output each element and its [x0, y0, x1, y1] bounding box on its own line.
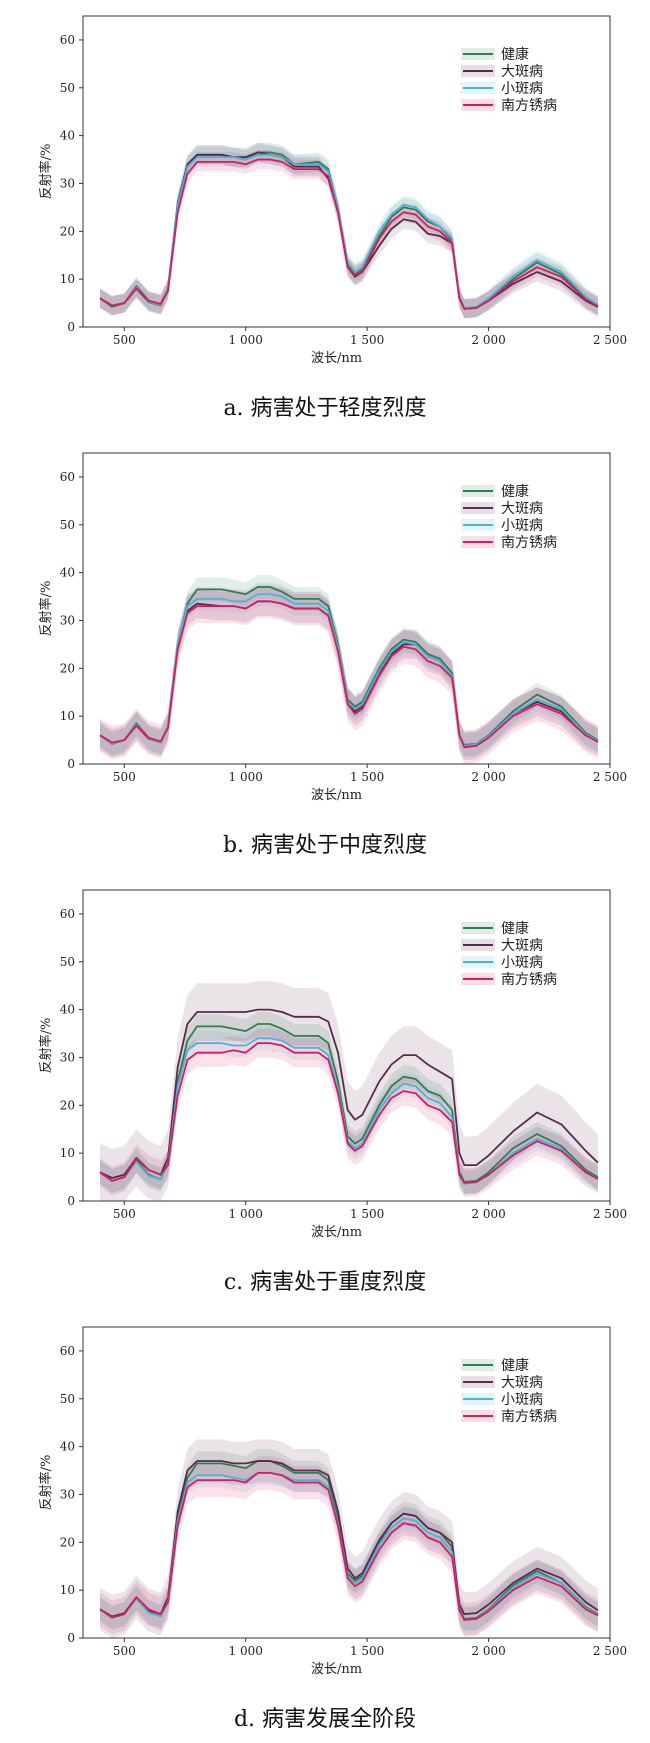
x-tick-label: 1 000	[229, 333, 263, 347]
y-tick-label: 50	[60, 518, 75, 532]
series-line	[99, 1042, 599, 1184]
x-axis-label: 波长/nm	[311, 351, 362, 366]
y-tick-label: 50	[60, 1392, 75, 1406]
legend-label: 小斑病	[501, 1392, 543, 1408]
legend-label: 健康	[501, 483, 529, 500]
x-tick-label: 500	[113, 333, 136, 347]
panel-caption: d. 病害发展全阶段	[234, 1707, 416, 1732]
x-tick-label: 1 500	[350, 1644, 384, 1658]
y-tick-label: 20	[60, 661, 75, 675]
y-tick-label: 20	[60, 1098, 75, 1112]
y-tick-label: 20	[60, 1535, 75, 1549]
x-tick-label: 2 500	[593, 1207, 627, 1221]
y-tick-label: 20	[60, 224, 75, 238]
y-tick-label: 30	[60, 613, 75, 627]
x-axis-label: 波长/nm	[311, 788, 362, 803]
x-tick-label: 2 500	[593, 333, 627, 347]
y-tick-label: 60	[60, 1344, 75, 1358]
chart-panel-3: 0 10 20 30 40 50 60 500 1 000 1 500 2 000 2 500 波长/n…	[38, 889, 627, 1295]
legend-label: 健康	[501, 46, 529, 63]
legend-label: 大斑病	[501, 938, 543, 954]
series-band	[100, 582, 598, 758]
y-tick-label: 10	[60, 1583, 75, 1597]
series-band	[100, 1456, 598, 1637]
y-tick-label: 10	[60, 709, 75, 723]
y-tick-label: 30	[60, 176, 75, 190]
x-tick-label: 1 500	[350, 770, 384, 784]
y-axis-label: 反射率/%	[38, 1455, 54, 1511]
x-tick-label: 1 000	[229, 1644, 263, 1658]
y-tick-label: 40	[60, 129, 75, 143]
y-tick-label: 10	[60, 272, 75, 286]
series-band	[100, 1028, 598, 1198]
legend-label: 小斑病	[501, 81, 543, 97]
x-tick-label: 2 000	[471, 1207, 505, 1221]
y-tick-label: 40	[60, 1003, 75, 1017]
x-tick-label: 2 000	[471, 333, 505, 347]
y-tick-label: 40	[60, 566, 75, 580]
y-tick-label: 0	[67, 320, 75, 334]
y-tick-label: 50	[60, 81, 75, 95]
y-tick-label: 0	[67, 1631, 75, 1645]
legend-label: 大斑病	[501, 1375, 543, 1391]
y-tick-label: 30	[60, 1487, 75, 1501]
legend-label: 南方锈病	[501, 98, 557, 114]
legend-label: 健康	[501, 1357, 529, 1374]
series-band	[100, 1439, 598, 1638]
y-tick-label: 0	[67, 1194, 75, 1208]
x-tick-label: 1 000	[229, 1207, 263, 1221]
legend-label: 小斑病	[501, 518, 543, 534]
series-band	[100, 1461, 598, 1632]
y-tick-label: 30	[60, 1050, 75, 1064]
series-band	[100, 584, 598, 764]
chart-panel-4: 0 10 20 30 40 50 60 500 1 000 1 500 2 000 2 500 波长/n…	[38, 1326, 627, 1732]
legend-label: 南方锈病	[501, 535, 557, 551]
panel-caption: a. 病害处于轻度烈度	[223, 396, 426, 421]
legend-label: 大斑病	[501, 64, 543, 80]
series-line	[99, 600, 599, 749]
y-axis-label: 反射率/%	[38, 581, 54, 637]
y-tick-label: 0	[67, 757, 75, 771]
series-band	[100, 587, 598, 761]
x-axis-label: 波长/nm	[311, 1225, 362, 1240]
legend-label: 健康	[501, 920, 529, 937]
y-tick-label: 40	[60, 1440, 75, 1454]
y-tick-label: 60	[60, 470, 75, 484]
x-tick-label: 500	[113, 770, 136, 784]
y-axis-label: 反射率/%	[38, 1018, 54, 1074]
series-band	[100, 1026, 598, 1196]
series-line	[99, 158, 599, 310]
chart-panel-1: 0 10 20 30 40 50 60 500 1 000 1 500 2 000 2 500 波长/n…	[38, 15, 627, 421]
x-tick-label: 2 500	[593, 770, 627, 784]
x-tick-label: 1 500	[350, 333, 384, 347]
panel-caption: b. 病害处于中度烈度	[223, 833, 427, 858]
x-tick-label: 2 000	[471, 1644, 505, 1658]
series-band	[100, 980, 598, 1201]
x-tick-label: 1 500	[350, 1207, 384, 1221]
y-tick-label: 50	[60, 955, 75, 969]
x-tick-label: 500	[113, 1644, 136, 1658]
legend-label: 小斑病	[501, 955, 543, 971]
y-tick-label: 10	[60, 1146, 75, 1160]
panel-caption: c. 病害处于重度烈度	[224, 1270, 426, 1295]
series-line	[99, 1008, 599, 1179]
y-tick-label: 60	[60, 33, 75, 47]
x-axis-label: 波长/nm	[311, 1662, 362, 1677]
legend-label: 大斑病	[501, 501, 543, 517]
x-tick-label: 2 000	[471, 770, 505, 784]
series-line	[99, 1472, 599, 1621]
x-tick-label: 2 500	[593, 1644, 627, 1658]
chart-panel-2: 0 10 20 30 40 50 60 500 1 000 1 500 2 000 2 500 波长/n…	[38, 452, 627, 858]
x-tick-label: 500	[113, 1207, 136, 1221]
legend-label: 南方锈病	[501, 1409, 557, 1425]
y-tick-label: 60	[60, 907, 75, 921]
x-tick-label: 1 000	[229, 770, 263, 784]
y-axis-label: 反射率/%	[38, 144, 54, 200]
legend-label: 南方锈病	[501, 972, 557, 988]
